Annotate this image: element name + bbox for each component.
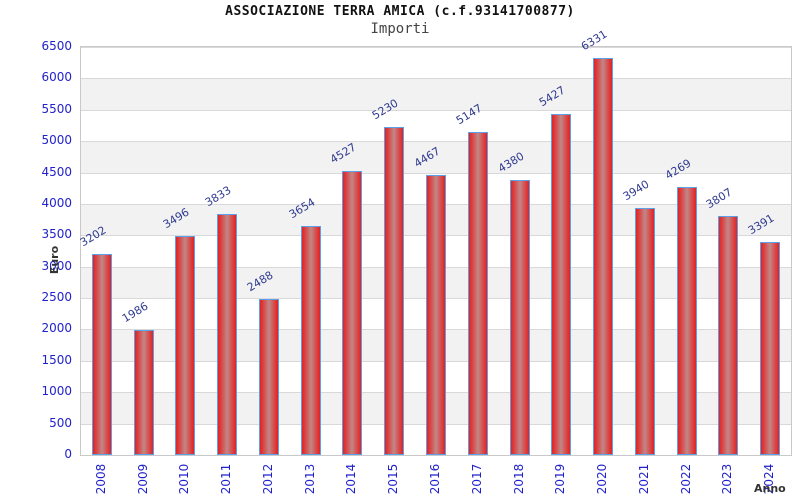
bar (467, 131, 488, 455)
x-tick-label: 2019 (553, 463, 568, 495)
grid-line (81, 173, 791, 174)
y-tick-label: 5000 (41, 133, 72, 148)
y-tick-label: 6500 (41, 39, 72, 53)
bar (634, 207, 655, 455)
bar (133, 330, 154, 455)
x-tick-label: 2014 (344, 463, 359, 495)
plot-background (81, 47, 791, 455)
grid-line (81, 141, 791, 142)
grid-line (81, 110, 791, 111)
bar (217, 214, 238, 455)
x-tick-label: 2021 (636, 463, 651, 495)
bar (760, 242, 781, 455)
x-tick-label: 2016 (428, 463, 442, 495)
bar (384, 126, 405, 455)
grid-band (81, 141, 791, 173)
y-tick-label: 0 (64, 447, 72, 461)
x-tick-label: 2020 (595, 463, 610, 495)
bar (342, 170, 363, 455)
y-tick-label: 3500 (41, 227, 72, 242)
chart-subtitle: Importi (370, 21, 430, 37)
y-tick-label: 4000 (41, 195, 72, 210)
x-tick-label: 2012 (260, 463, 275, 495)
y-axis-title: Euro (48, 245, 61, 275)
bar (509, 180, 530, 455)
y-tick-label: 3000 (41, 258, 72, 273)
grid-band (81, 109, 791, 142)
grid-line (81, 47, 791, 48)
chart-title: ASSOCIAZIONE TERRA AMICA (c.f.9314170087… (225, 4, 575, 19)
grid-band (81, 78, 791, 110)
y-tick-label: 1000 (41, 384, 72, 399)
bar (718, 216, 739, 455)
x-tick-label: 2022 (678, 463, 693, 495)
y-tick-label: 6000 (41, 70, 72, 85)
x-tick-label: 2011 (219, 463, 234, 495)
y-tick-label: 4500 (41, 164, 72, 179)
bar (175, 235, 196, 455)
x-tick-label: 2023 (720, 463, 735, 495)
x-tick-label: 2008 (93, 463, 108, 495)
y-tick-label: 1500 (41, 352, 72, 367)
bar (426, 174, 446, 455)
y-tick-label: 5500 (41, 101, 72, 116)
bar (300, 225, 321, 455)
plot-area (80, 46, 792, 456)
x-tick-label: 2013 (302, 463, 317, 495)
bar (258, 298, 279, 455)
bar (676, 187, 697, 455)
x-tick-label: 2015 (386, 463, 401, 495)
x-tick-label: 2017 (469, 463, 484, 495)
x-tick-label: 2018 (511, 463, 526, 495)
y-tick-label: 2000 (41, 321, 72, 336)
grid-line (81, 78, 791, 79)
bar (551, 114, 572, 455)
bar (91, 254, 112, 455)
y-tick-label: 2500 (41, 290, 72, 305)
x-tick-label: 2010 (177, 463, 192, 495)
x-axis-title: Anno (754, 482, 786, 495)
x-tick-label: 2009 (135, 463, 150, 495)
bar (593, 57, 614, 455)
grid-band (81, 47, 791, 79)
y-tick-label: 500 (49, 415, 72, 430)
